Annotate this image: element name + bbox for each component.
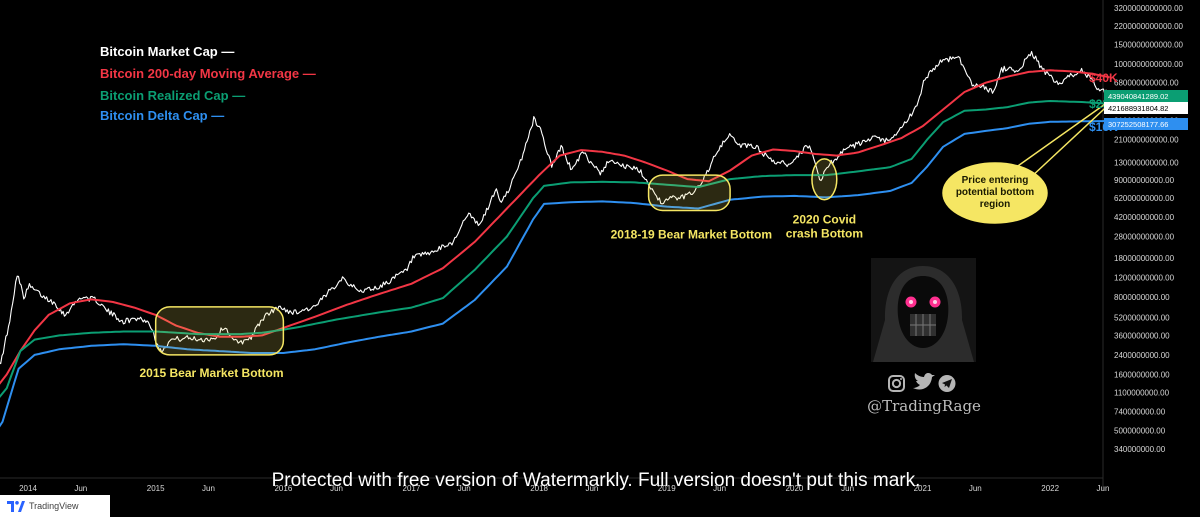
x-tick-label: 2017 xyxy=(403,484,421,493)
social-icons xyxy=(888,372,956,392)
annotation-bubble-bottom xyxy=(942,162,1048,224)
legend: Bitcoin Market Cap — Bitcoin 200-day Mov… xyxy=(100,44,316,123)
author-handle: @TradingRage xyxy=(867,397,981,415)
last-value-tags: 439040841289.02 421688931804.82 3072525081… xyxy=(1104,90,1188,130)
tradingview-logo-icon xyxy=(7,501,25,512)
x-tick-label: Jun xyxy=(458,484,471,493)
legend-200dma: Bitcoin 200-day Moving Average — xyxy=(100,66,316,81)
x-tick-label: 2015 xyxy=(147,484,165,493)
y-tick-label: 90000000000.00 xyxy=(1114,176,1175,185)
y-tick-label: 1100000000.00 xyxy=(1114,389,1170,398)
series-line-1 xyxy=(0,69,1110,385)
x-tick-label: Jun xyxy=(713,484,726,493)
annotation-pointer-2 xyxy=(1029,104,1109,179)
annotation-label-bottom: Price entering potential bottom region xyxy=(956,175,1034,210)
annotation-label-covid: 2020 Covid crash Bottom xyxy=(786,213,863,241)
y-tick-label: 2400000000.00 xyxy=(1114,351,1170,360)
annotation-box-2018 xyxy=(647,174,731,212)
y-tick-label: 28000000000.00 xyxy=(1114,232,1175,241)
x-tick-label: Jun xyxy=(1097,484,1110,493)
y-tick-label: 680000000000.00 xyxy=(1114,79,1179,88)
last-value-tag-bg xyxy=(1104,90,1188,102)
x-tick-label: Jun xyxy=(330,484,343,493)
y-tick-label: 1600000000.00 xyxy=(1114,370,1170,379)
y-tick-label: 18000000000.00 xyxy=(1114,254,1175,263)
last-value-tag: 307252508177.66 xyxy=(1108,120,1168,129)
tradingview-badge xyxy=(0,495,110,517)
x-tick-label: 2022 xyxy=(1041,484,1059,493)
x-tick-label: 2019 xyxy=(658,484,676,493)
price-axis-panel xyxy=(1103,0,1200,517)
legend-realized-cap: Bitcoin Realized Cap — xyxy=(100,88,245,103)
x-tick-label: Jun xyxy=(585,484,598,493)
y-tick-label: 3200000000000.00 xyxy=(1114,4,1184,13)
legend-delta-cap: Bitcoin Delta Cap — xyxy=(100,108,224,123)
tradingview-brand: TradingView xyxy=(29,501,79,511)
twitter-icon xyxy=(913,372,935,390)
end-label-200dma: $40K xyxy=(1089,71,1118,85)
x-tick-label: 2016 xyxy=(274,484,292,493)
x-tick-label: Jun xyxy=(202,484,215,493)
instagram-icon xyxy=(888,375,905,392)
y-tick-label: 210000000000.00 xyxy=(1114,135,1179,144)
y-tick-label: 340000000.00 xyxy=(1114,445,1166,454)
x-tick-label: 2014 xyxy=(19,484,37,493)
x-axis-ticks: 2014 Jun 2015 Jun 2016 Jun 2017 Jun 2018 Jun 2019 J… xyxy=(19,484,1109,493)
annotation-label-2018: 2018-19 Bear Market Bottom xyxy=(611,227,772,241)
last-value-tag-bg xyxy=(1104,118,1188,130)
y-tick-label: 500000000.00 xyxy=(1114,427,1166,436)
x-tick-label: 2021 xyxy=(914,484,932,493)
hooded-figure-logo xyxy=(871,258,976,362)
watermark-text: Protected with free version of Watermark… xyxy=(272,470,921,491)
x-tick-label: Jun xyxy=(969,484,982,493)
annotation-pointer-1 xyxy=(1014,102,1107,169)
y-tick-label: 62000000000.00 xyxy=(1114,194,1175,203)
annotation-layer: 2015 Bear Market Bottom 2018-19 Bear Mark… xyxy=(139,102,1109,380)
legend-market-cap: Bitcoin Market Cap — xyxy=(100,44,234,59)
annotation-box-2015 xyxy=(154,306,285,356)
y-tick-label: 1500000000000.00 xyxy=(1114,41,1184,50)
y-tick-label: 130000000000.00 xyxy=(1114,158,1179,167)
series-line-3 xyxy=(0,120,1110,428)
last-value-tag: 421688931804.82 xyxy=(1108,104,1168,113)
y-tick-label: 8000000000.00 xyxy=(1114,293,1170,302)
y-tick-label: 42000000000.00 xyxy=(1114,213,1175,222)
y-tick-label: 740000000.00 xyxy=(1114,408,1166,417)
series-layer xyxy=(0,50,1111,428)
series-line-2 xyxy=(0,100,1110,398)
last-value-tag-bg xyxy=(1104,102,1188,114)
x-tick-label: 2018 xyxy=(530,484,548,493)
x-tick-label: 2020 xyxy=(786,484,804,493)
y-tick-label: 5200000000.00 xyxy=(1114,314,1170,323)
annotation-label-2015: 2015 Bear Market Bottom xyxy=(139,366,283,380)
last-value-tag: 439040841289.02 xyxy=(1108,92,1168,101)
y-tick-label: 3600000000.00 xyxy=(1114,331,1170,340)
x-tick-label: Jun xyxy=(74,484,87,493)
x-tick-label: Jun xyxy=(841,484,854,493)
telegram-icon xyxy=(938,375,956,392)
y-tick-label: 12000000000.00 xyxy=(1114,273,1175,282)
y-tick-label: 2200000000000.00 xyxy=(1114,22,1184,31)
y-tick-label: 1000000000000.00 xyxy=(1114,60,1184,69)
annotation-ellipse-covid xyxy=(811,158,838,201)
